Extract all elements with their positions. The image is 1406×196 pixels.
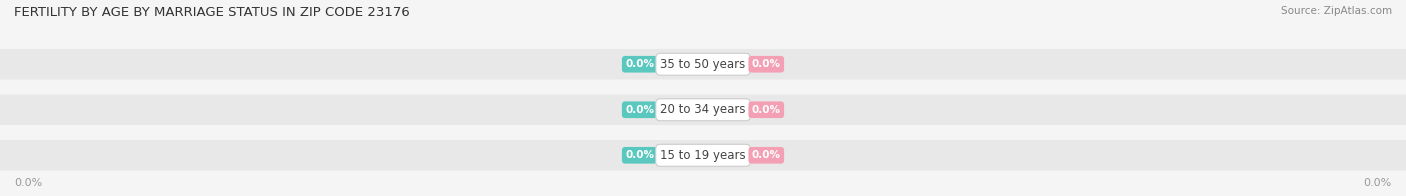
FancyBboxPatch shape	[0, 140, 1406, 171]
Text: 0.0%: 0.0%	[626, 59, 654, 69]
FancyBboxPatch shape	[0, 49, 1406, 80]
Text: 0.0%: 0.0%	[1364, 178, 1392, 188]
Text: Source: ZipAtlas.com: Source: ZipAtlas.com	[1281, 6, 1392, 16]
Text: 15 to 19 years: 15 to 19 years	[661, 149, 745, 162]
Text: 0.0%: 0.0%	[626, 105, 654, 115]
Text: 20 to 34 years: 20 to 34 years	[661, 103, 745, 116]
FancyBboxPatch shape	[0, 94, 1406, 125]
Text: 0.0%: 0.0%	[626, 150, 654, 160]
Text: 0.0%: 0.0%	[752, 105, 780, 115]
Text: 0.0%: 0.0%	[752, 59, 780, 69]
Text: 0.0%: 0.0%	[14, 178, 42, 188]
Text: 35 to 50 years: 35 to 50 years	[661, 58, 745, 71]
Text: 0.0%: 0.0%	[752, 150, 780, 160]
Text: FERTILITY BY AGE BY MARRIAGE STATUS IN ZIP CODE 23176: FERTILITY BY AGE BY MARRIAGE STATUS IN Z…	[14, 6, 409, 19]
